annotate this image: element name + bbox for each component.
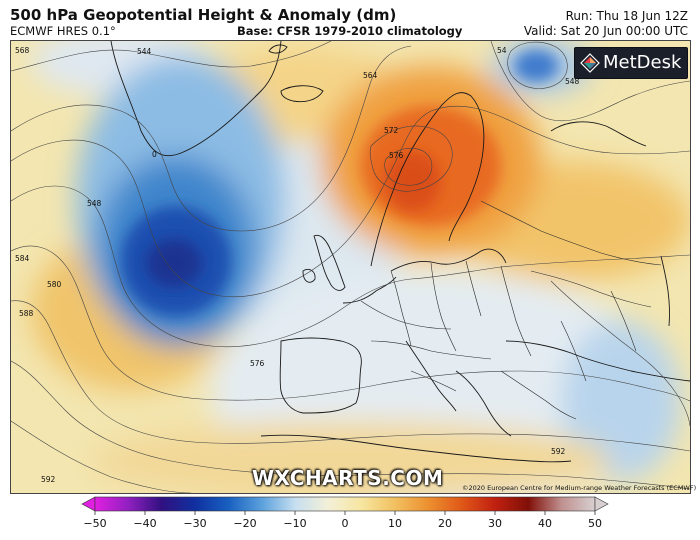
- model-label: ECMWF HRES 0.1°: [10, 24, 116, 38]
- colorbar-tick-label: −20: [233, 517, 256, 530]
- contour-label: 564: [363, 71, 378, 80]
- anomaly-map-svg: 544 564 572 576 548 584 580 588 576 592 …: [11, 41, 690, 493]
- contour-label: 544: [137, 47, 152, 56]
- country-borders: [360, 200, 662, 420]
- colorbar-tick-label: 0: [342, 517, 349, 530]
- contour-label: 568: [15, 46, 30, 55]
- chart-title: 500 hPa Geopotential Height & Anomaly (d…: [10, 6, 397, 24]
- colorbar-tick-label: −10: [283, 517, 306, 530]
- contour-label: 54: [497, 46, 507, 55]
- contour-label: 548: [87, 199, 102, 208]
- colorbar-tick-label: 40: [538, 517, 552, 530]
- contour-label: 584: [15, 254, 30, 263]
- contour-label: 576: [250, 359, 265, 368]
- metdesk-diamond-logo-icon: [580, 53, 600, 73]
- valid-time-label: Valid: Sat 20 Jun 00:00 UTC: [523, 24, 688, 38]
- metdesk-logo-text: MetDesk: [603, 52, 682, 73]
- contour-label: 0: [152, 150, 157, 159]
- colorbar-svg: −50 −40 −30 −20 −10 0 10 20 30 40 50: [81, 496, 609, 530]
- metdesk-logo: MetDesk: [574, 47, 688, 79]
- contour-label: 588: [19, 309, 34, 318]
- contour-label: 592: [41, 475, 56, 484]
- contour-label: 580: [47, 280, 62, 289]
- colorbar: −50 −40 −30 −20 −10 0 10 20 30 40 50: [0, 494, 700, 536]
- contour-label: 548: [565, 77, 580, 86]
- colorbar-ticks: [94, 511, 596, 515]
- chart-header: 500 hPa Geopotential Height & Anomaly (d…: [0, 0, 700, 40]
- colorbar-tick-label: −50: [83, 517, 106, 530]
- height-contours: [11, 41, 690, 493]
- run-time-label: Run: Thu 18 Jun 12Z: [565, 9, 688, 23]
- anomaly-map: 544 564 572 576 548 584 580 588 576 592 …: [10, 40, 691, 494]
- contour-label: 576: [389, 151, 404, 160]
- colorbar-ramp: [94, 496, 596, 512]
- colorbar-tick-label: 30: [488, 517, 502, 530]
- colorbar-min-arrow: [81, 496, 96, 512]
- contour-label: 592: [551, 447, 566, 456]
- climatology-base-label: Base: CFSR 1979-2010 climatology: [237, 24, 463, 38]
- colorbar-tick-label: 20: [438, 517, 452, 530]
- contour-label: 572: [384, 126, 399, 135]
- colorbar-tick-label: 50: [588, 517, 602, 530]
- contour-label-group: 544 564 572 576 548 584 580 588 576 592 …: [15, 46, 580, 484]
- colorbar-tick-label: −30: [183, 517, 206, 530]
- coastlines: [110, 41, 690, 463]
- colorbar-max-arrow: [594, 496, 609, 512]
- ecmwf-copyright: ©2020 European Centre for Medium-range W…: [462, 484, 697, 492]
- colorbar-tick-labels: −50 −40 −30 −20 −10 0 10 20 30 40 50: [83, 517, 602, 530]
- colorbar-tick-label: −40: [133, 517, 156, 530]
- colorbar-tick-label: 10: [388, 517, 402, 530]
- anomaly-field: [11, 41, 690, 493]
- wxcharts-watermark: WXCHARTS.COM: [252, 466, 444, 490]
